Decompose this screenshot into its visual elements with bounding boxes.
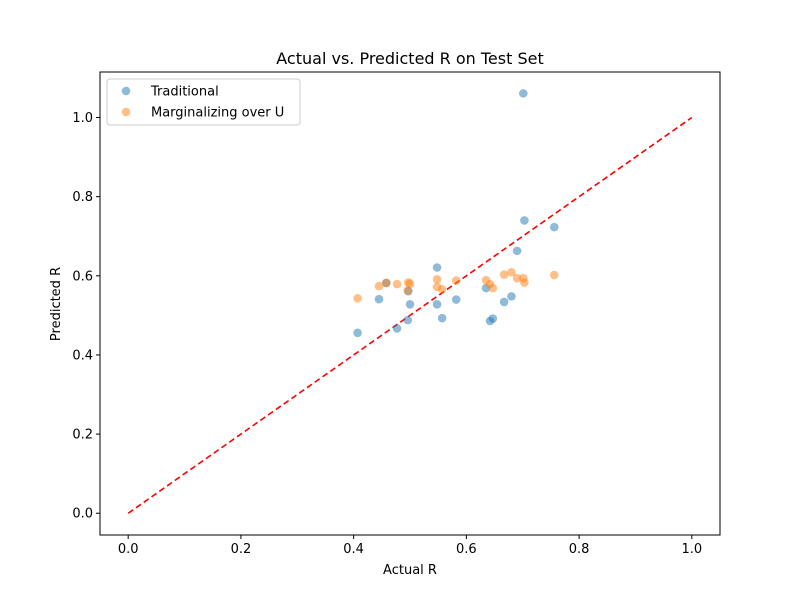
data-point-2-10	[437, 284, 447, 294]
data-point-2-1	[353, 294, 362, 303]
data-point-2-20	[549, 270, 559, 280]
data-point-1-7	[405, 299, 415, 309]
data-point-1-14	[488, 314, 498, 323]
data-point-2-14	[488, 283, 498, 293]
data-point-1-20	[549, 222, 559, 232]
data-point-2-4	[392, 279, 402, 289]
data-point-2-2	[374, 281, 384, 291]
x-tick-label: 0.2	[231, 542, 252, 557]
data-point-1-11	[451, 295, 461, 304]
x-tick-label: 0.6	[456, 542, 477, 557]
data-point-1-18	[518, 89, 528, 98]
y-tick-label: 0.2	[72, 428, 93, 443]
x-axis-label: Actual R	[383, 563, 437, 578]
data-point-1-4	[392, 324, 402, 333]
data-point-2-15	[499, 270, 509, 279]
data-point-2-3	[382, 278, 391, 288]
chart-title: Actual vs. Predicted R on Test Set	[276, 49, 543, 68]
y-tick-label: 0.6	[72, 269, 93, 284]
data-point-1-1	[353, 328, 362, 338]
y-tick-label: 0.0	[72, 507, 93, 522]
x-tick-label: 0.8	[569, 542, 590, 557]
plot-area	[99, 71, 721, 536]
data-point-2-7	[405, 279, 415, 289]
legend-box	[106, 78, 301, 126]
data-point-1-10	[437, 313, 447, 323]
reference-line	[127, 116, 693, 514]
data-point-2-19	[520, 278, 529, 287]
x-tick-label: 0.4	[343, 542, 364, 557]
axes-frame	[99, 71, 721, 536]
data-point-2-5	[403, 286, 413, 295]
legend-label-2: Marginalizing over U	[151, 106, 284, 121]
y-axis-label: Predicted R	[49, 267, 64, 341]
data-point-1-5	[403, 315, 413, 325]
data-point-2-11	[451, 276, 461, 285]
legend-marker-1	[121, 86, 131, 96]
legend: Traditional Marginalizing over U	[106, 78, 301, 126]
x-axis: 0.0 0.2 0.4 0.6 0.8 1.0	[118, 535, 702, 557]
y-tick-label: 0.4	[72, 348, 93, 363]
data-point-1-19	[520, 216, 529, 225]
y-tick-label: 1.0	[72, 111, 93, 126]
x-tick-label: 0.0	[118, 542, 139, 557]
data-point-1-9	[432, 299, 442, 309]
x-tick-label: 1.0	[681, 542, 702, 557]
data-point-2-8	[432, 275, 442, 284]
data-point-1-8	[432, 263, 442, 272]
data-point-2-16	[507, 267, 516, 277]
data-point-1-17	[512, 246, 522, 256]
y-tick-label: 0.8	[72, 190, 93, 205]
y-axis: 0.0 0.2 0.4 0.6 0.8 1.0	[72, 111, 100, 522]
data-point-1-2	[374, 294, 384, 304]
data-point-1-15	[499, 297, 509, 307]
data-point-1-16	[507, 292, 516, 301]
data-point-2-17	[512, 273, 522, 283]
series-2	[353, 267, 559, 303]
legend-marker-2	[121, 107, 131, 117]
legend-label-1: Traditional	[150, 85, 219, 100]
